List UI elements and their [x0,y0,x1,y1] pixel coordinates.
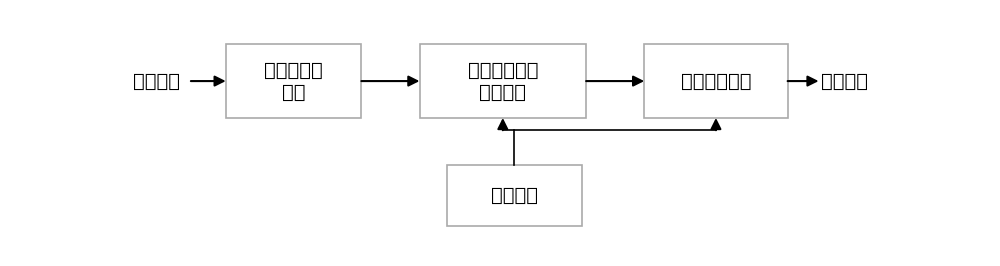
Text: 偏压电路: 偏压电路 [491,186,538,205]
Bar [420,44,586,118]
Text: 电荷信号: 电荷信号 [133,72,180,91]
Text: 信号预处理
电路: 信号预处理 电路 [264,61,323,102]
Text: 电压输出: 电压输出 [821,72,868,91]
Text: 脉冲成形电路: 脉冲成形电路 [681,72,751,91]
Bar [447,165,582,227]
Text: 电荷灵敏前置
放大电路: 电荷灵敏前置 放大电路 [468,61,538,102]
Bar [644,44,788,118]
Bar [226,44,361,118]
